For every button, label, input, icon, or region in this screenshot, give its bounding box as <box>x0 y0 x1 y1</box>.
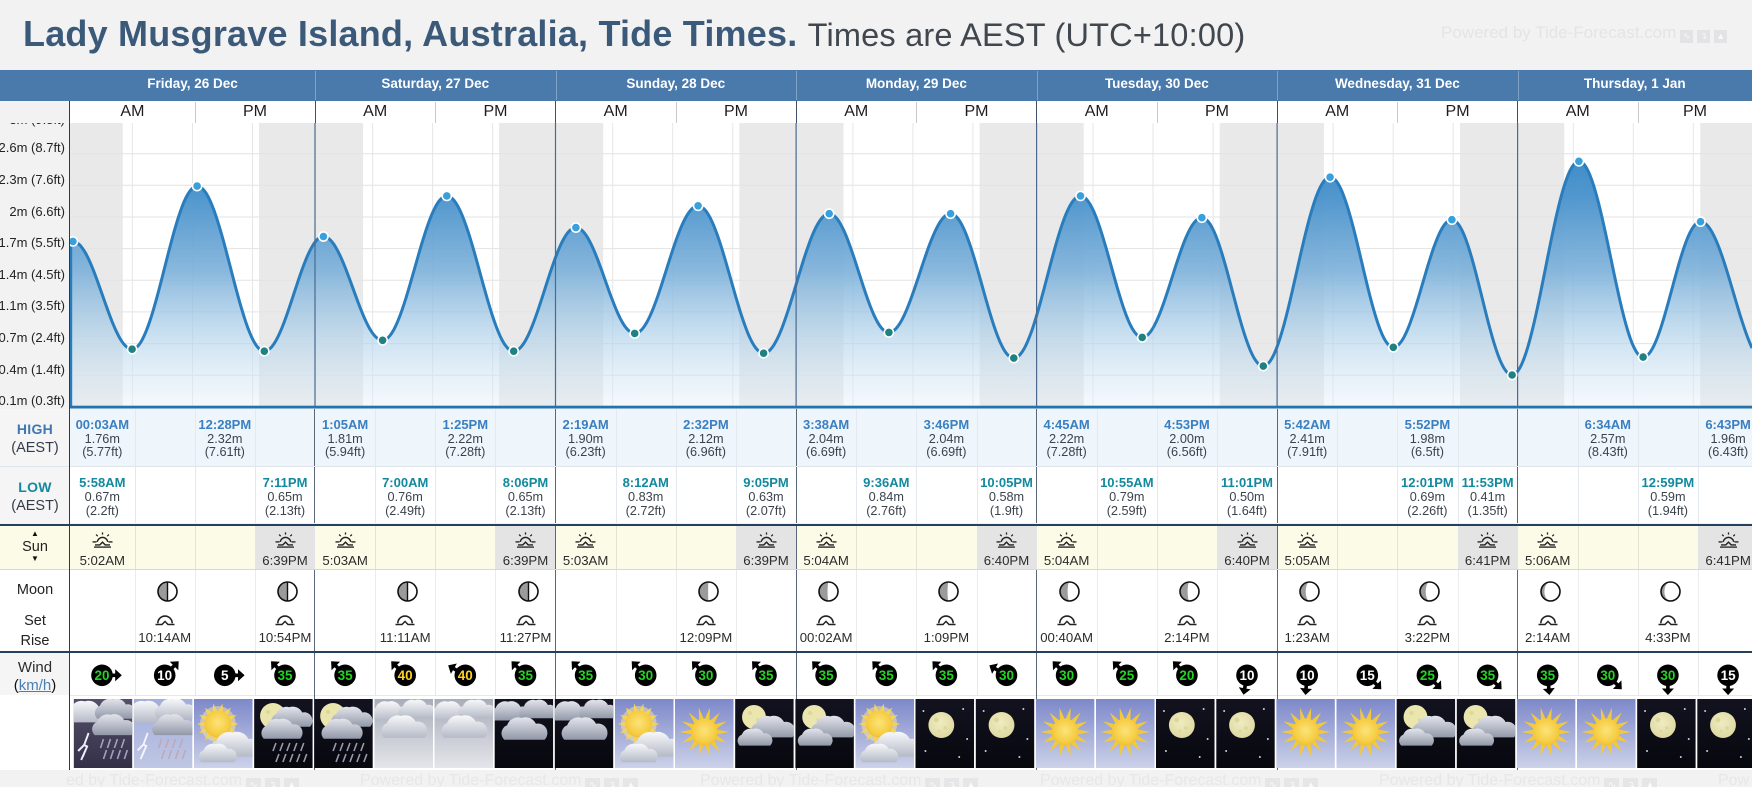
svg-text:10: 10 <box>1300 668 1315 683</box>
svg-text:30: 30 <box>1059 668 1074 683</box>
svg-text:40: 40 <box>398 668 413 683</box>
svg-text:10: 10 <box>157 668 172 683</box>
svg-text:35: 35 <box>277 668 293 683</box>
svg-text:35: 35 <box>578 668 594 683</box>
svg-text:35: 35 <box>939 668 955 683</box>
svg-text:15: 15 <box>1360 668 1376 683</box>
svg-text:15: 15 <box>1721 668 1737 683</box>
svg-text:35: 35 <box>758 668 774 683</box>
svg-text:35: 35 <box>1540 668 1556 683</box>
svg-text:20: 20 <box>94 668 109 683</box>
svg-text:35: 35 <box>518 668 534 683</box>
svg-text:25: 25 <box>1420 668 1436 683</box>
svg-text:5: 5 <box>221 668 229 683</box>
svg-text:10: 10 <box>1239 668 1254 683</box>
svg-text:35: 35 <box>1480 668 1496 683</box>
svg-text:30: 30 <box>1660 668 1675 683</box>
svg-text:35: 35 <box>819 668 835 683</box>
svg-text:30: 30 <box>698 668 713 683</box>
svg-text:30: 30 <box>638 668 653 683</box>
svg-text:35: 35 <box>338 668 354 683</box>
svg-text:35: 35 <box>879 668 895 683</box>
svg-text:30: 30 <box>1600 668 1615 683</box>
svg-text:30: 30 <box>999 668 1014 683</box>
svg-text:40: 40 <box>458 668 473 683</box>
svg-text:20: 20 <box>1179 668 1194 683</box>
svg-text:25: 25 <box>1119 668 1135 683</box>
